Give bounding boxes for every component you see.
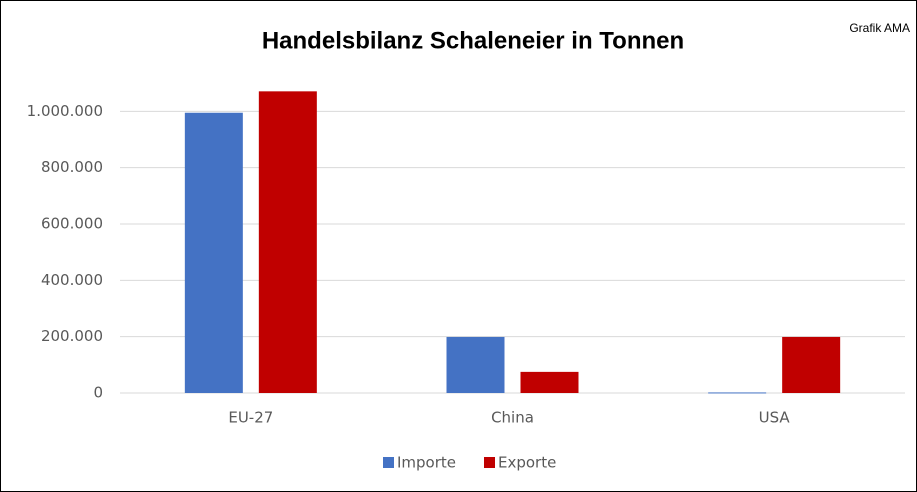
x-tick-label: USA [759,409,791,427]
bar [520,371,579,393]
y-tick-label: 400.000 [41,271,103,289]
legend-swatch [383,457,394,468]
bar [446,336,505,393]
chart-title: Handelsbilanz Schaleneier in Tonnen [262,27,684,54]
bar [708,392,767,394]
bar [258,91,317,394]
x-tick-label: China [491,409,534,427]
legend-swatch [484,457,495,468]
y-tick-label: 200.000 [41,327,103,345]
legend-label: Importe [397,454,456,472]
y-tick-label: 1.000.000 [27,102,103,120]
bar [184,112,243,393]
x-tick-label: EU-27 [228,409,273,427]
legend-label: Exporte [498,454,556,472]
y-tick-label: 0 [93,384,103,402]
annotation: Grafik AMA [849,21,910,35]
bar [782,336,841,393]
y-tick-label: 800.000 [41,158,103,176]
y-tick-label: 600.000 [41,215,103,233]
